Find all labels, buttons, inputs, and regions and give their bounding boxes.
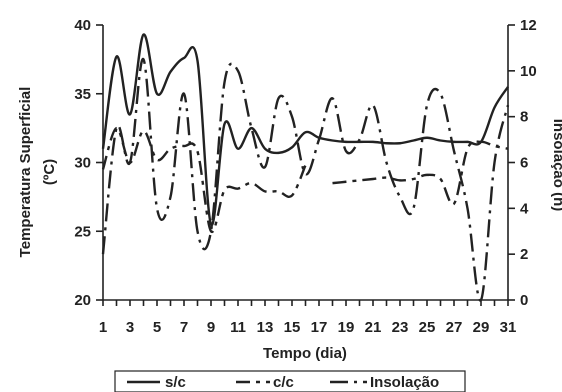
left-y-tick-label: 20	[74, 292, 91, 309]
right-y-ticks: 0 2 4 6 8 10 12	[508, 17, 537, 309]
x-tick-label: 23	[392, 319, 409, 336]
y-axis-title-left-line1: Temperatura Superficial	[17, 87, 34, 258]
x-tick-label: 31	[500, 319, 517, 336]
x-tick-label: 19	[338, 319, 355, 336]
left-y-tick-label: 35	[74, 86, 91, 103]
right-y-tick-label: 8	[520, 109, 528, 126]
legend-label-insolacao: Insolação	[370, 374, 439, 391]
x-tick-label: 13	[257, 319, 274, 336]
x-tick-label: 15	[284, 319, 301, 336]
x-tick-label: 21	[365, 319, 382, 336]
left-y-tick-label: 25	[74, 223, 91, 240]
x-tick-label: 25	[419, 319, 436, 336]
x-tick-label: 27	[446, 319, 463, 336]
x-tick-label: 9	[207, 319, 215, 336]
x-tick-label: 1	[99, 319, 107, 336]
x-tick-label: 11	[230, 319, 246, 336]
series-layer	[101, 33, 510, 302]
right-y-tick-label: 12	[520, 17, 537, 34]
x-ticks: 1 3 5 7 9 11 13 15 17 19 21 23 25 27 29 31	[99, 300, 517, 336]
legend-label-sc: s/c	[165, 374, 186, 391]
series-line-c-c	[332, 140, 509, 206]
x-tick-label: 5	[153, 319, 161, 336]
right-y-tick-label: 10	[520, 63, 537, 80]
y-axis-title-left-line2: (ºC)	[41, 159, 58, 185]
x-tick-label: 3	[126, 319, 134, 336]
x-tick-label: 17	[311, 319, 328, 336]
left-y-ticks: 20 25 30 35 40	[74, 17, 103, 309]
legend: s/c c/c Insolação	[114, 370, 466, 392]
right-y-tick-label: 2	[520, 246, 528, 263]
right-y-tick-label: 4	[520, 200, 529, 217]
series-line-s-c	[101, 33, 510, 227]
legend-label-cc: c/c	[273, 374, 294, 391]
left-y-tick-label: 40	[74, 17, 91, 34]
y-axis-title-right: Insolação (h)	[550, 119, 562, 212]
series-line-c-c	[101, 126, 307, 233]
right-y-tick-label: 0	[520, 292, 528, 309]
legend-box	[114, 370, 466, 392]
x-axis-title: Tempo (dia)	[263, 345, 347, 362]
series-line-insola-o	[101, 58, 510, 302]
right-y-tick-label: 6	[520, 155, 528, 172]
left-y-tick-label: 30	[74, 155, 91, 172]
x-tick-label: 29	[473, 319, 490, 336]
x-tick-label: 7	[180, 319, 188, 336]
